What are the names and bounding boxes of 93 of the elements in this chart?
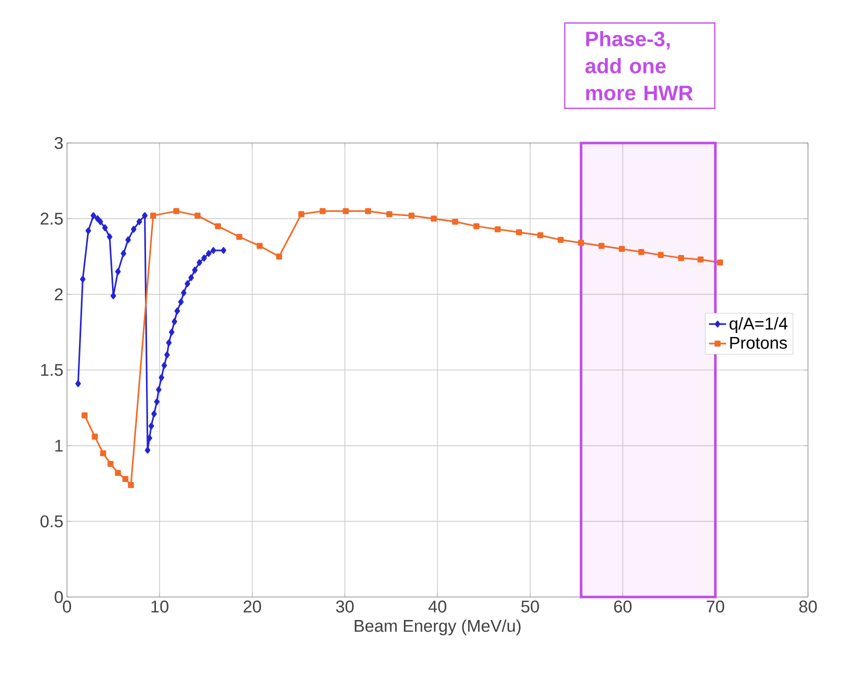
point (201, 254, 207, 262)
point (162, 362, 168, 369)
y-tick-label: 0 (54, 590, 63, 604)
point (106, 233, 112, 240)
x-tick-label: 40 (428, 600, 446, 613)
point (98, 218, 104, 226)
point (698, 256, 704, 263)
point (168, 328, 174, 336)
point (128, 482, 134, 488)
point (114, 470, 121, 476)
point (386, 211, 392, 218)
point (144, 446, 150, 454)
point (678, 255, 684, 262)
point (516, 229, 522, 236)
point (178, 298, 184, 306)
point (174, 308, 180, 314)
point (196, 259, 202, 266)
x-tick-label: 50 (521, 600, 539, 613)
point (156, 386, 162, 394)
point (94, 215, 100, 222)
point (220, 247, 226, 254)
point (146, 434, 152, 442)
point (142, 212, 148, 220)
y-tick-label: 0.5 (40, 515, 63, 528)
point (717, 260, 724, 266)
point (154, 398, 160, 406)
point (430, 216, 437, 222)
point (194, 212, 201, 219)
x-tick-label: 30 (336, 600, 354, 613)
y-tick-label: 1 (55, 440, 63, 452)
point (115, 268, 121, 276)
point (298, 211, 304, 218)
point (188, 274, 194, 282)
point (164, 351, 170, 358)
x-tick-label: 10 (151, 600, 168, 613)
point (150, 212, 156, 219)
point (100, 450, 106, 456)
point (210, 247, 216, 254)
point (102, 224, 108, 232)
point (192, 266, 198, 274)
point (86, 227, 92, 234)
point (120, 250, 126, 257)
point (276, 254, 282, 260)
point (473, 223, 480, 230)
point (494, 226, 501, 232)
point (158, 374, 164, 381)
point (108, 460, 114, 467)
point (598, 242, 604, 249)
point (236, 234, 242, 240)
x-tick-label: 80 (799, 600, 817, 613)
y-tick-label: 1.5 (41, 364, 63, 376)
point (618, 246, 625, 252)
point (75, 380, 81, 388)
point (90, 212, 96, 220)
x-tick-label: 60 (614, 600, 632, 613)
point (82, 412, 88, 418)
legend-label: Protons (730, 336, 787, 349)
point (365, 208, 372, 214)
point (256, 242, 263, 249)
point (342, 208, 349, 214)
point (151, 410, 157, 418)
point (184, 280, 190, 288)
point (320, 208, 326, 214)
point (638, 248, 644, 255)
x-tick-label: 0 (62, 600, 72, 613)
point (578, 240, 584, 246)
point (166, 339, 172, 346)
point (452, 218, 458, 225)
point (130, 226, 136, 233)
point (125, 236, 131, 244)
point (537, 232, 544, 238)
point (408, 212, 415, 219)
point (658, 252, 664, 258)
x-axis-title: Beam Energy (MeV/u) (354, 619, 521, 636)
y-tick-label: 2 (54, 288, 63, 300)
y-tick-label: 3 (54, 136, 63, 150)
point (206, 250, 212, 257)
point (80, 276, 86, 283)
x-tick-label: 20 (244, 600, 262, 613)
x-tick-label: 70 (706, 600, 724, 613)
point (136, 218, 142, 226)
point (214, 223, 221, 230)
point (110, 292, 116, 300)
point (122, 476, 128, 482)
point (173, 208, 180, 214)
point (148, 422, 154, 430)
y-tick-label: 2.5 (40, 212, 63, 225)
point (558, 236, 564, 243)
point (172, 318, 178, 325)
band-label: Phase-3, add one more HWR (585, 30, 693, 100)
legend-label: q/A=1/4 (730, 317, 788, 334)
point (92, 434, 98, 440)
point (180, 289, 186, 296)
